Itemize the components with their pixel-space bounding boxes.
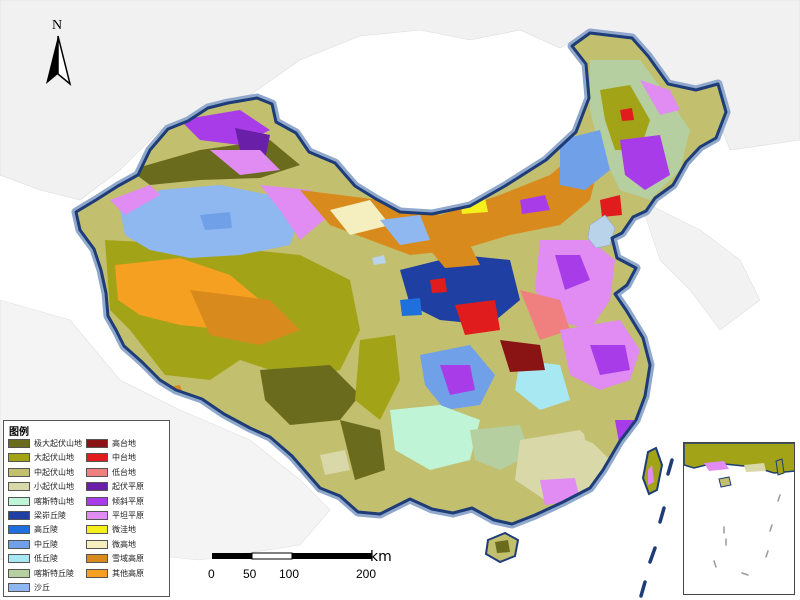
legend-label: 喀斯特丘陵 xyxy=(34,568,74,578)
legend-label: 中起伏山地 xyxy=(34,467,74,477)
north-label: N xyxy=(52,18,63,33)
legend-item: 平坦平原 xyxy=(86,510,144,521)
legend-label: 平坦平原 xyxy=(112,511,144,520)
legend-item: 微高地 xyxy=(86,539,136,550)
legend-label: 喀斯特山地 xyxy=(34,496,74,506)
legend-label: 微高地 xyxy=(112,539,136,549)
legend-swatch xyxy=(86,525,108,535)
legend-swatch xyxy=(8,568,30,578)
scale-bar xyxy=(212,552,372,560)
scale-tick: 200 xyxy=(356,567,377,581)
legend-label: 微洼地 xyxy=(112,525,136,535)
legend: 图例 极大起伏山地 大起伏山地 中起伏山地 小起伏山地 喀斯特山地 梁峁丘陵 高丘陵 中丘陵低… xyxy=(3,420,170,597)
south-china-sea-inset xyxy=(683,442,795,595)
legend-swatch xyxy=(86,439,108,448)
legend-label: 大起伏山地 xyxy=(34,453,74,463)
qinghai-lake xyxy=(372,255,386,265)
legend-item: 大起伏山地 xyxy=(8,452,74,463)
legend-swatch xyxy=(8,496,30,506)
legend-swatch xyxy=(86,568,108,578)
legend-item: 沙丘 xyxy=(8,582,50,593)
boundary-dashes xyxy=(639,458,674,598)
scale-tick: 0 xyxy=(208,567,215,581)
legend-item: 低丘陵 xyxy=(8,553,58,564)
scale-tick: 50 xyxy=(243,567,257,581)
legend-label: 中丘陵 xyxy=(34,539,58,549)
legend-swatch xyxy=(8,554,30,564)
legend-swatch xyxy=(86,453,108,463)
scale-unit: km xyxy=(370,549,392,565)
legend-swatch xyxy=(86,482,108,492)
legend-item: 雪域高原 xyxy=(86,553,144,564)
china-border xyxy=(74,31,728,526)
legend-item: 起伏平原 xyxy=(86,481,144,492)
legend-swatch xyxy=(86,496,108,506)
legend-swatch xyxy=(86,511,108,520)
legend-title: 图例 xyxy=(9,427,29,438)
legend-swatch xyxy=(8,511,30,520)
legend-swatch xyxy=(86,554,108,564)
legend-label: 高台地 xyxy=(112,439,136,448)
legend-swatch xyxy=(8,439,30,448)
legend-swatch xyxy=(86,539,108,549)
legend-item: 中丘陵 xyxy=(8,539,58,550)
legend-item: 中起伏山地 xyxy=(8,467,74,478)
legend-item: 喀斯特丘陵 xyxy=(8,568,74,579)
legend-label: 高丘陵 xyxy=(34,525,58,535)
legend-swatch xyxy=(8,453,30,463)
legend-swatch xyxy=(8,525,30,535)
legend-label: 极大起伏山地 xyxy=(34,439,82,448)
legend-item: 高丘陵 xyxy=(8,524,58,535)
legend-item: 极大起伏山地 xyxy=(8,438,82,449)
legend-item: 低台地 xyxy=(86,467,136,478)
inset-map xyxy=(684,443,794,576)
neighbor-land-east xyxy=(639,199,761,331)
legend-item: 其他高原 xyxy=(86,568,144,579)
legend-label: 沙丘 xyxy=(34,583,50,592)
legend-item: 倾斜平原 xyxy=(86,496,144,507)
legend-label: 小起伏山地 xyxy=(34,482,74,492)
north-arrow-icon xyxy=(46,35,72,87)
legend-label: 梁峁丘陵 xyxy=(34,511,66,520)
legend-label: 其他高原 xyxy=(112,568,144,578)
legend-item: 微洼地 xyxy=(86,524,136,535)
legend-item: 小起伏山地 xyxy=(8,481,74,492)
legend-label: 低丘陵 xyxy=(34,554,58,564)
legend-swatch xyxy=(8,482,30,492)
bohai-sea xyxy=(587,214,616,249)
legend-item: 高台地 xyxy=(86,438,136,449)
legend-item: 梁峁丘陵 xyxy=(8,510,66,521)
legend-label: 起伏平原 xyxy=(112,482,144,492)
legend-swatch xyxy=(8,539,30,549)
legend-swatch xyxy=(86,467,108,477)
scale-tick: 100 xyxy=(279,567,300,581)
terrain-regions xyxy=(76,33,726,524)
legend-label: 中台地 xyxy=(112,453,136,463)
legend-label: 低台地 xyxy=(112,467,136,477)
legend-item: 喀斯特山地 xyxy=(8,496,74,507)
legend-label: 倾斜平原 xyxy=(112,496,144,506)
legend-label: 雪域高原 xyxy=(112,554,144,564)
legend-item: 中台地 xyxy=(86,452,136,463)
legend-swatch xyxy=(8,583,30,592)
legend-swatch xyxy=(8,467,30,477)
